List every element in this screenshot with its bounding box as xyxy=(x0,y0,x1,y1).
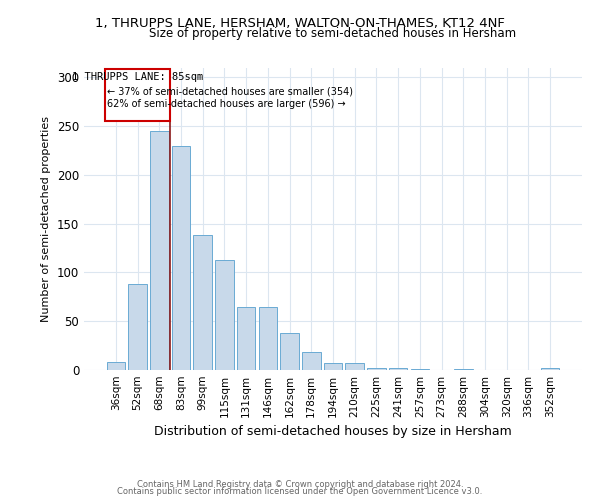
Bar xyxy=(302,352,320,370)
Text: Contains public sector information licensed under the Open Government Licence v3: Contains public sector information licen… xyxy=(118,487,482,496)
Bar xyxy=(237,306,256,370)
Bar xyxy=(193,236,212,370)
Bar xyxy=(128,284,147,370)
Text: 1 THRUPPS LANE: 85sqm: 1 THRUPPS LANE: 85sqm xyxy=(72,72,203,83)
FancyBboxPatch shape xyxy=(105,70,170,121)
Bar xyxy=(280,333,299,370)
Text: Contains HM Land Registry data © Crown copyright and database right 2024.: Contains HM Land Registry data © Crown c… xyxy=(137,480,463,489)
Bar xyxy=(454,369,473,370)
Text: 1, THRUPPS LANE, HERSHAM, WALTON-ON-THAMES, KT12 4NF: 1, THRUPPS LANE, HERSHAM, WALTON-ON-THAM… xyxy=(95,18,505,30)
Text: 62% of semi-detached houses are larger (596) →: 62% of semi-detached houses are larger (… xyxy=(107,98,346,108)
Bar xyxy=(215,260,233,370)
Bar xyxy=(324,363,342,370)
Bar xyxy=(172,146,190,370)
Bar xyxy=(259,306,277,370)
Y-axis label: Number of semi-detached properties: Number of semi-detached properties xyxy=(41,116,52,322)
Title: Size of property relative to semi-detached houses in Hersham: Size of property relative to semi-detach… xyxy=(149,27,517,40)
Bar xyxy=(107,362,125,370)
Bar xyxy=(367,368,386,370)
Bar xyxy=(410,369,429,370)
Bar xyxy=(150,131,169,370)
X-axis label: Distribution of semi-detached houses by size in Hersham: Distribution of semi-detached houses by … xyxy=(154,426,512,438)
Text: ← 37% of semi-detached houses are smaller (354): ← 37% of semi-detached houses are smalle… xyxy=(107,86,353,96)
Bar xyxy=(346,363,364,370)
Bar xyxy=(541,368,559,370)
Bar xyxy=(389,368,407,370)
